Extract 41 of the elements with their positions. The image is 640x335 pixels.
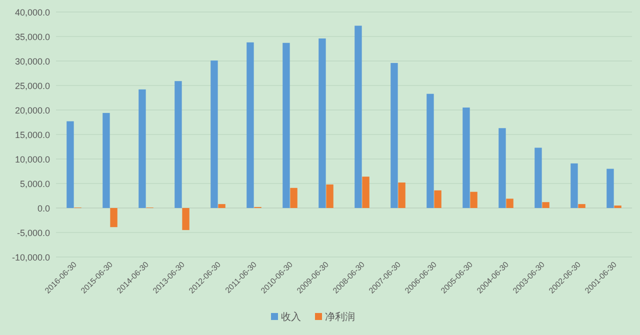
bar <box>290 188 298 208</box>
bar <box>138 89 146 208</box>
bar <box>498 128 506 208</box>
bar <box>426 94 434 208</box>
bar <box>570 163 578 208</box>
bar <box>398 182 406 208</box>
y-tick-label: -10,000.0 <box>12 252 50 262</box>
y-tick-label: 40,000.0 <box>14 8 50 18</box>
bar <box>390 62 398 208</box>
bar <box>174 81 182 208</box>
bar <box>246 42 254 208</box>
legend-label: 净利润 <box>325 311 355 323</box>
bar <box>318 38 326 208</box>
y-tick-label: 20,000.0 <box>14 106 50 116</box>
bar <box>434 190 442 208</box>
y-tick-label: 25,000.0 <box>14 81 50 91</box>
y-tick-label: 15,000.0 <box>14 130 50 140</box>
y-tick-label: 5,000.0 <box>20 179 50 189</box>
bar <box>362 176 370 208</box>
bar <box>218 204 226 208</box>
y-tick-label: 0.0 <box>37 204 50 214</box>
y-tick-label: -5,000.0 <box>16 228 50 238</box>
bar <box>110 208 118 228</box>
bar <box>326 184 334 208</box>
bar <box>210 60 218 208</box>
bar <box>506 198 514 208</box>
bar <box>542 202 550 208</box>
bar <box>354 26 362 208</box>
y-tick-label: 30,000.0 <box>14 56 50 66</box>
bar <box>462 108 470 208</box>
bar <box>66 121 74 208</box>
bar <box>182 208 190 230</box>
legend-label: 收入 <box>281 311 301 323</box>
y-tick-label: 35,000.0 <box>14 32 50 42</box>
bar <box>534 148 542 208</box>
bar <box>102 112 110 208</box>
y-tick-label: 10,000.0 <box>14 154 50 164</box>
bar <box>606 168 614 208</box>
bar <box>470 192 478 208</box>
bar <box>282 42 290 208</box>
bar <box>578 204 586 208</box>
